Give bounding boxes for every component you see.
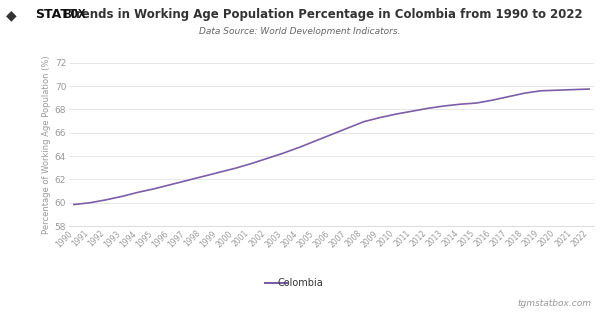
Text: Data Source: World Development Indicators.: Data Source: World Development Indicator… [199,27,401,36]
Text: STAT: STAT [35,8,68,21]
Text: Trends in Working Age Population Percentage in Colombia from 1990 to 2022: Trends in Working Age Population Percent… [69,8,583,21]
Text: tgmstatbox.com: tgmstatbox.com [517,299,591,308]
Y-axis label: Percentage of Working Age Population (%): Percentage of Working Age Population (%) [41,55,50,234]
Text: ◆: ◆ [6,8,17,22]
Text: Colombia: Colombia [277,278,323,288]
Text: BOX: BOX [63,8,86,21]
